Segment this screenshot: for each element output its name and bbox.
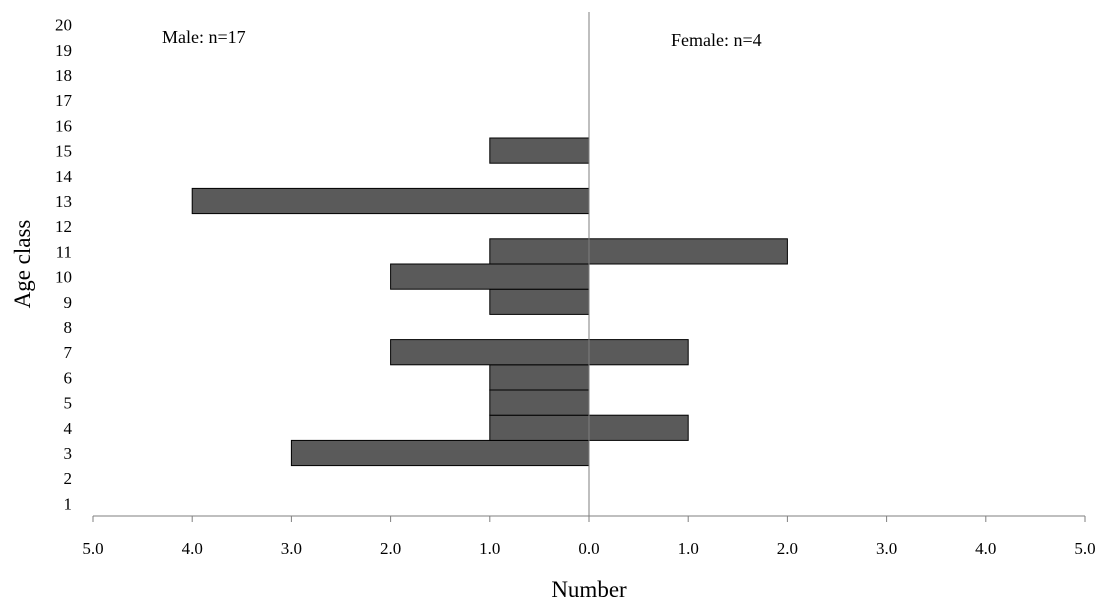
y-tick-label: 3	[64, 444, 73, 463]
male-bar-age-11	[489, 238, 590, 265]
y-tick-label: 18	[55, 66, 72, 85]
y-tick-label: 2	[64, 469, 73, 488]
y-tick-label: 9	[64, 293, 73, 312]
male-bar-age-13	[191, 187, 590, 215]
male-bar-age-15	[489, 137, 590, 164]
y-tick-label: 7	[64, 343, 73, 362]
male-bar-age-6	[489, 364, 590, 391]
male-bar-age-10	[390, 263, 590, 290]
male-bar-age-3	[290, 439, 590, 467]
x-tick-label: 4.0	[975, 539, 996, 558]
x-tick-label: 2.0	[777, 539, 798, 558]
y-axis-title: Age class	[10, 220, 35, 309]
male-bar-age-7	[390, 339, 590, 366]
y-tick-label: 19	[55, 41, 72, 60]
x-tick-label: 2.0	[380, 539, 401, 558]
y-tick-label: 1	[64, 494, 73, 513]
male-bar-age-9	[489, 288, 590, 315]
y-tick-label: 20	[55, 16, 72, 35]
y-tick-label: 15	[55, 142, 72, 161]
x-tick-label: 3.0	[281, 539, 302, 558]
female-count-annotation: Female: n=4	[671, 30, 762, 50]
x-tick-label: 5.0	[82, 539, 103, 558]
y-tick-label: 17	[55, 91, 73, 110]
y-tick-label: 5	[64, 394, 73, 413]
x-tick-label: 5.0	[1074, 539, 1095, 558]
x-ticks-layer: 5.0 4.0 3.0 2.0 1.0 0.0 1.0 2.0 3.0 4.0 5.0	[82, 516, 1096, 558]
x-tick-label: 3.0	[876, 539, 897, 558]
x-tick-label: 1.0	[479, 539, 500, 558]
y-tick-label: 14	[55, 167, 73, 186]
x-tick-label: 0.0	[578, 539, 599, 558]
male-bar-age-5	[489, 389, 590, 416]
y-tick-label: 10	[55, 268, 72, 287]
y-tick-label: 16	[55, 116, 72, 135]
y-tick-label: 11	[56, 242, 72, 261]
y-tick-label: 13	[55, 192, 72, 211]
female-bar-age-7	[588, 339, 689, 366]
x-tick-label: 1.0	[678, 539, 699, 558]
y-tick-label: 12	[55, 217, 72, 236]
male-count-annotation: Male: n=17	[162, 27, 246, 47]
bars-layer	[191, 137, 788, 467]
male-bar-age-4	[489, 414, 590, 441]
x-axis-title: Number	[551, 577, 627, 601]
female-bar-age-4	[588, 414, 689, 441]
x-tick-label: 4.0	[182, 539, 203, 558]
female-bar-age-11	[588, 238, 788, 265]
y-tick-label: 4	[64, 419, 73, 438]
y-tick-label: 8	[64, 318, 73, 337]
y-tick-label: 6	[64, 368, 73, 387]
